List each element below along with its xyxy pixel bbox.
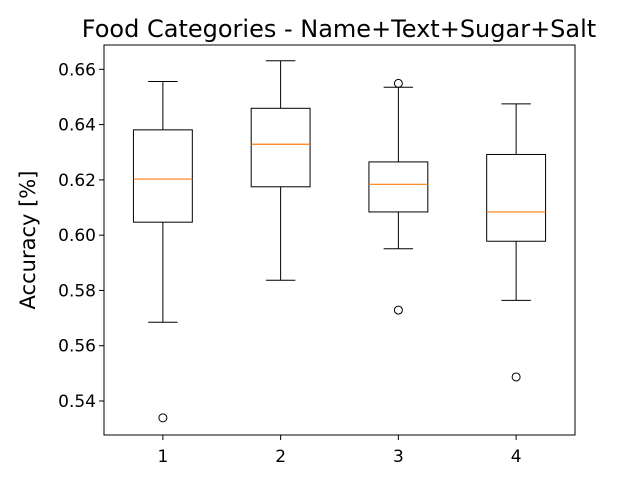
x-tick-label: 3 xyxy=(393,447,404,467)
box-body xyxy=(132,129,193,223)
box-body xyxy=(486,153,547,242)
x-tick-label: 1 xyxy=(157,447,168,467)
outlier-point xyxy=(158,413,168,423)
y-tick-label: 0.60 xyxy=(58,226,96,246)
outlier-point xyxy=(511,372,521,382)
box-body xyxy=(250,107,311,188)
outlier-point xyxy=(393,78,403,88)
y-tick-label: 0.54 xyxy=(58,392,96,412)
x-tick-label: 2 xyxy=(275,447,286,467)
y-tick-label: 0.58 xyxy=(58,281,96,301)
x-tick-label: 4 xyxy=(511,447,522,467)
axes-frame xyxy=(103,44,576,436)
y-tick-label: 0.56 xyxy=(58,337,96,357)
y-axis-label: Accuracy [%] xyxy=(16,171,40,310)
y-tick-label: 0.66 xyxy=(58,60,96,80)
y-tick-label: 0.62 xyxy=(58,171,96,191)
box-body xyxy=(368,161,429,213)
y-tick-label: 0.64 xyxy=(58,116,96,136)
outlier-point xyxy=(393,305,403,315)
plot-area: 0.54 0.56 0.58 0.60 0.62 0.64 0.66 1 2 3 4 xyxy=(58,60,547,467)
chart-title: Food Categories - Name+Text+Sugar+Salt xyxy=(82,15,596,43)
